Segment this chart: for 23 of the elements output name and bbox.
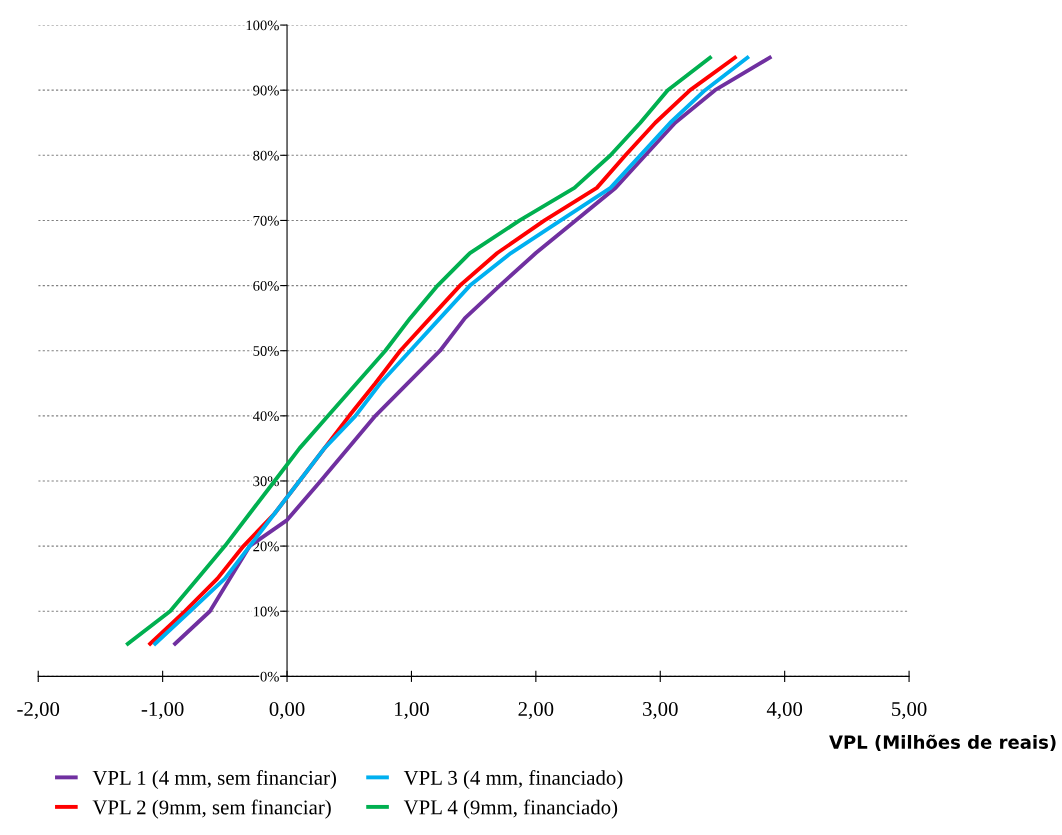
- legend-label: VPL 3 (4 mm, financiado): [403, 770, 623, 790]
- y-tick-label: 80%: [253, 150, 279, 161]
- x-tick-label: 1,00: [395, 701, 429, 720]
- y-tick-label: 10%: [253, 606, 279, 617]
- x-tick-label: 2,00: [518, 701, 554, 720]
- x-tick-label: 0,00: [269, 701, 305, 720]
- x-tick-label: -1,00: [141, 701, 184, 720]
- y-tick-label: 50%: [253, 346, 279, 356]
- y-tick-label: 70%: [253, 215, 279, 226]
- x-tick-label: -2,00: [17, 701, 60, 720]
- legend-label: VPL 2 (9mm, sem financiar): [92, 799, 331, 819]
- legend-label: VPL 1 (4 mm, sem financiar): [92, 770, 337, 790]
- y-tick-label: 60%: [253, 280, 279, 291]
- y-tick-label: 100%: [246, 20, 279, 31]
- y-tick-label: 40%: [252, 411, 279, 422]
- x-tick-label: 3,00: [643, 701, 678, 720]
- y-tick-label: 90%: [253, 85, 279, 96]
- y-tick-label: 0%: [260, 671, 279, 682]
- legend-label: VPL 4 (9mm, financiado): [403, 799, 618, 819]
- x-tick-label: 5,00: [892, 701, 927, 720]
- x-tick-label: 4,00: [766, 701, 803, 720]
- x-axis-title: VPL (Milhões de reais): [829, 734, 1056, 752]
- y-tick-label: 20%: [253, 541, 279, 552]
